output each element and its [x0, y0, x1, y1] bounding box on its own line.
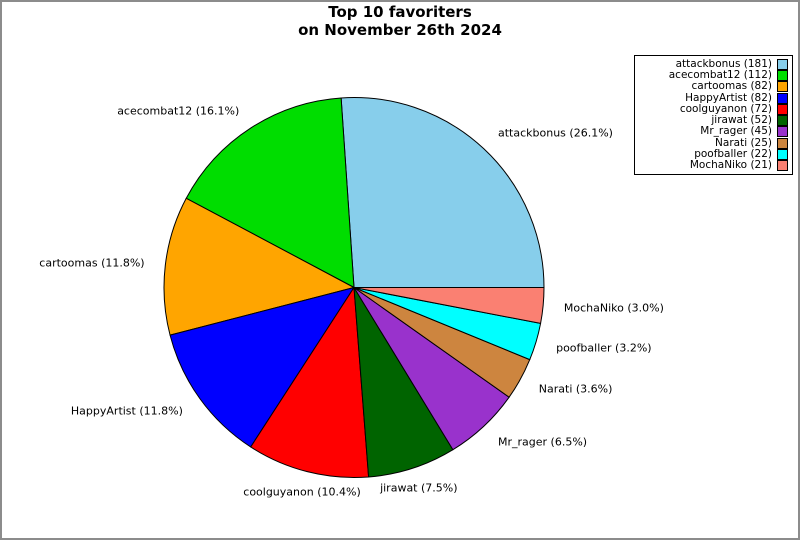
legend-label: Mr_rager (45)	[700, 125, 772, 138]
slice-label-Mr_rager: Mr_rager (6.5%)	[498, 435, 588, 449]
slice-label-MochaNiko: MochaNiko (3.0%)	[563, 301, 664, 314]
legend-swatch-MochaNiko	[777, 159, 788, 171]
legend-swatch-acecombat12	[777, 70, 788, 82]
chart-title-line2: on November 26th 2024	[298, 21, 502, 39]
slice-label-HappyArtist: HappyArtist (11.8%)	[70, 404, 183, 418]
legend-swatch-coolguyanon	[777, 103, 788, 115]
slice-label-attackbonus: attackbonus (26.1%)	[498, 126, 613, 140]
pie-slice-attackbonus	[340, 97, 545, 288]
legend-item-attackbonus: attackbonus (181)	[638, 59, 788, 70]
legend-label: Narati (25)	[715, 136, 772, 149]
pie-slice-MochaNiko	[353, 287, 545, 324]
slice-label-Narati: Narati (3.6%)	[538, 382, 613, 396]
legend-label: acecombat12 (112)	[668, 69, 772, 82]
chart-title: Top 10 favoriters on November 26th 2024	[2, 3, 798, 39]
legend-item-Mr_rager: Mr_rager (45)	[638, 125, 788, 138]
legend-item-jirawat: jirawat (52)	[638, 114, 788, 127]
legend-swatch-HappyArtist	[777, 92, 788, 104]
legend-label: jirawat (52)	[711, 114, 772, 127]
slice-label-cartoomas: cartoomas (11.8%)	[39, 256, 145, 270]
legend-swatch-cartoomas	[777, 81, 788, 93]
legend-swatch-attackbonus	[777, 59, 788, 70]
legend-item-poofballer: poofballer (22)	[638, 147, 788, 160]
slice-label-coolguyanon: coolguyanon (10.4%)	[243, 485, 361, 499]
pie-slice-HappyArtist	[169, 287, 355, 448]
legend-swatch-Narati	[777, 137, 788, 149]
pie-slice-acecombat12	[185, 97, 355, 288]
legend-label: coolguyanon (72)	[679, 102, 772, 115]
legend-item-acecombat12: acecombat12 (112)	[638, 69, 788, 82]
legend-label: MochaNiko (21)	[689, 158, 772, 171]
slice-label-poofballer: poofballer (3.2%)	[556, 341, 652, 355]
legend-swatch-Mr_rager	[777, 126, 788, 138]
pie-slice-cartoomas	[163, 197, 355, 336]
legend-label: attackbonus (181)	[675, 58, 772, 70]
legend-item-cartoomas: cartoomas (82)	[638, 80, 788, 93]
legend-item-MochaNiko: MochaNiko (21)	[638, 158, 788, 171]
legend: attackbonus (181) acecombat12 (112) cartoo…	[634, 55, 793, 175]
legend-item-HappyArtist: HappyArtist (82)	[638, 91, 788, 104]
pie-slice-coolguyanon	[250, 287, 370, 478]
legend-swatch-jirawat	[777, 115, 788, 127]
legend-label: poofballer (22)	[694, 147, 772, 160]
legend-label: HappyArtist (82)	[685, 91, 772, 104]
legend-item-Narati: Narati (25)	[638, 136, 788, 149]
legend-label: cartoomas (82)	[691, 80, 772, 93]
chart-title-line1: Top 10 favoriters	[328, 3, 472, 21]
legend-swatch-poofballer	[777, 148, 788, 160]
slice-label-acecombat12: acecombat12 (16.1%)	[117, 104, 240, 117]
legend-item-coolguyanon: coolguyanon (72)	[638, 102, 788, 115]
slice-label-jirawat: jirawat (7.5%)	[380, 481, 458, 495]
